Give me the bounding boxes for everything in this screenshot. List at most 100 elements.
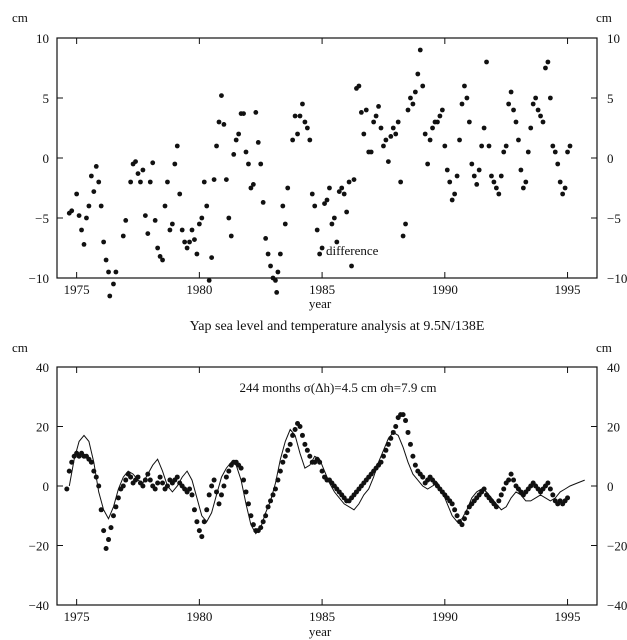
top-data-point (518, 167, 524, 173)
top-y-tick-label-right: 5 (607, 91, 614, 106)
bottom-data-point (199, 534, 205, 540)
top-data-point (525, 149, 531, 155)
top-data-point (351, 177, 357, 183)
top-data-point (454, 173, 460, 179)
top-data-point (410, 101, 416, 107)
top-data-point (484, 59, 489, 65)
top-data-point (398, 179, 404, 185)
top-y-tick-label-right: 10 (607, 31, 620, 46)
top-data-point (339, 185, 345, 191)
bottom-data-point (565, 495, 571, 501)
top-data-point (442, 143, 448, 149)
bottom-data-point (319, 468, 325, 474)
top-data-point (206, 278, 212, 283)
bottom-data-point (493, 504, 499, 510)
top-data-point (243, 149, 249, 155)
top-data-point (179, 227, 185, 233)
top-data-point (147, 179, 153, 185)
bottom-data-point (449, 501, 455, 507)
bottom-data-point (297, 424, 303, 429)
top-data-point (533, 95, 539, 101)
top-data-point (182, 239, 188, 245)
top-data-point (496, 191, 502, 197)
bottom-data-point (110, 513, 116, 519)
top-data-point (192, 237, 197, 243)
bottom-data-point (221, 483, 227, 489)
bottom-data-point (241, 477, 247, 483)
top-data-point (201, 179, 207, 185)
top-data-point (435, 119, 440, 125)
bottom-y-tick-label-right: 40 (607, 360, 620, 375)
top-data-point (157, 254, 163, 259)
top-data-point (567, 143, 573, 149)
top-data-point (479, 143, 485, 149)
top-data-point (280, 203, 286, 209)
top-data-point (111, 281, 116, 287)
top-data-point (493, 185, 499, 191)
bottom-y-tick-label-left: −40 (29, 598, 49, 613)
bottom-data-point (304, 447, 310, 453)
top-data-point (265, 251, 271, 257)
top-y-tick-label-right: 0 (607, 151, 614, 166)
top-data-point (150, 160, 156, 166)
bottom-data-point (405, 429, 411, 435)
top-data-point (415, 71, 421, 77)
top-data-point (363, 107, 369, 113)
top-data-point (459, 101, 465, 107)
top-data-point (358, 110, 364, 115)
top-data-point (255, 140, 261, 145)
top-data-point (223, 177, 229, 183)
bottom-data-point (243, 489, 249, 495)
bottom-data-point (120, 483, 126, 489)
top-data-point (304, 125, 310, 131)
bottom-data-point (390, 429, 396, 435)
top-data-point (329, 221, 335, 227)
bottom-x-tick-label: 1980 (186, 609, 212, 624)
top-data-point (469, 161, 475, 167)
bottom-data-point (461, 516, 467, 522)
top-data-point (275, 269, 281, 275)
top-data-point (162, 203, 168, 209)
top-data-point (523, 179, 529, 185)
top-data-point (457, 137, 462, 143)
bottom-data-point (196, 528, 202, 534)
bottom-data-point (103, 545, 109, 551)
top-data-point (506, 101, 512, 107)
top-data-point (486, 143, 492, 149)
top-data-point (385, 159, 391, 165)
bottom-data-point (123, 477, 129, 483)
top-data-point (535, 107, 541, 113)
top-data-point (74, 191, 80, 197)
top-data-point (565, 149, 570, 155)
top-data-point (81, 242, 87, 247)
bottom-data-point (157, 474, 163, 480)
bottom-data-point (383, 447, 389, 453)
top-y-tick-label-right: −5 (607, 211, 621, 226)
bottom-x-tick-label: 1975 (64, 609, 90, 624)
bottom-data-point (155, 480, 161, 486)
top-data-point (408, 95, 413, 101)
top-data-point (516, 137, 521, 143)
top-data-point (417, 47, 423, 53)
bottom-data-point (147, 477, 153, 483)
top-data-point (520, 185, 526, 191)
bottom-y-tick-label-right: 20 (607, 420, 620, 435)
top-data-point (209, 255, 215, 260)
bottom-x-axis-label: year (309, 624, 332, 639)
top-data-point (324, 197, 330, 203)
top-data-point (449, 197, 455, 203)
chart-title: Yap sea level and temperature analysis a… (190, 319, 485, 334)
top-data-point (452, 191, 458, 197)
top-data-point (538, 113, 543, 119)
bottom-data-point (545, 480, 551, 486)
top-data-point (327, 185, 332, 191)
top-data-point (174, 143, 180, 149)
top-data-point (481, 125, 487, 131)
top-data-point (199, 215, 205, 221)
bottom-data-point (206, 492, 212, 498)
top-data-point (248, 185, 254, 191)
top-data-point (194, 251, 200, 257)
bottom-x-tick-label: 1985 (309, 609, 335, 624)
top-data-point (530, 101, 536, 107)
bottom-data-point (282, 453, 288, 459)
